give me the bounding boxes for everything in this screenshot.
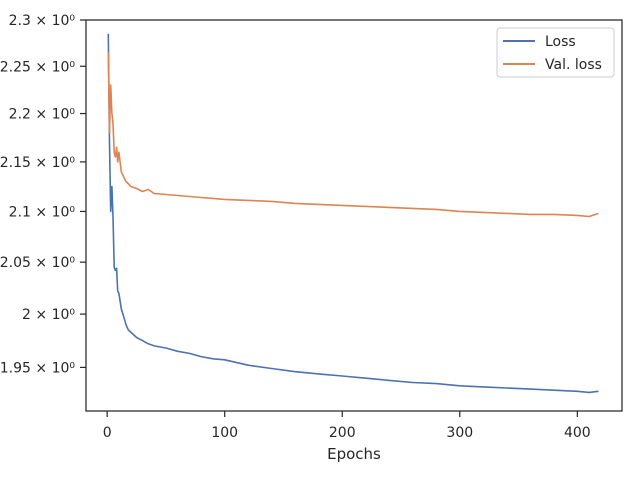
y-axis-ticks: 1.95 × 10⁰ 2 × 10⁰ 2.05 × 10⁰ 2.1 × 10⁰ 2.15… bbox=[0, 13, 86, 376]
legend-label-val-loss: Val. loss bbox=[545, 57, 602, 73]
y-tick-label: 2.15 × 10⁰ bbox=[0, 155, 75, 171]
y-tick-label: 1.95 × 10⁰ bbox=[0, 360, 75, 376]
plot-frame bbox=[85, 19, 623, 412]
x-axis-ticks: 0 100 200 300 400 bbox=[103, 411, 591, 441]
series-line-loss bbox=[107, 33, 599, 394]
legend: Loss Val. loss bbox=[496, 27, 615, 78]
y-tick-label: 2.1 × 10⁰ bbox=[9, 204, 76, 220]
y-tick-label: 2.2 × 10⁰ bbox=[9, 107, 76, 123]
y-tick-label: 2.3 × 10⁰ bbox=[9, 13, 76, 29]
x-tick-label: 100 bbox=[211, 425, 238, 441]
x-tick-label: 0 bbox=[103, 425, 112, 441]
y-tick-label: 2.05 × 10⁰ bbox=[0, 255, 75, 271]
x-tick-label: 400 bbox=[564, 425, 591, 441]
y-tick-label: 2 × 10⁰ bbox=[22, 307, 75, 323]
x-tick-label: 200 bbox=[329, 425, 356, 441]
x-axis-label: Epochs bbox=[327, 445, 381, 463]
x-tick-label: 300 bbox=[446, 425, 473, 441]
plot-lines bbox=[107, 33, 599, 394]
y-tick-label: 2.25 × 10⁰ bbox=[0, 59, 75, 75]
series-line-val-loss bbox=[107, 52, 599, 218]
legend-label-loss: Loss bbox=[545, 34, 576, 50]
